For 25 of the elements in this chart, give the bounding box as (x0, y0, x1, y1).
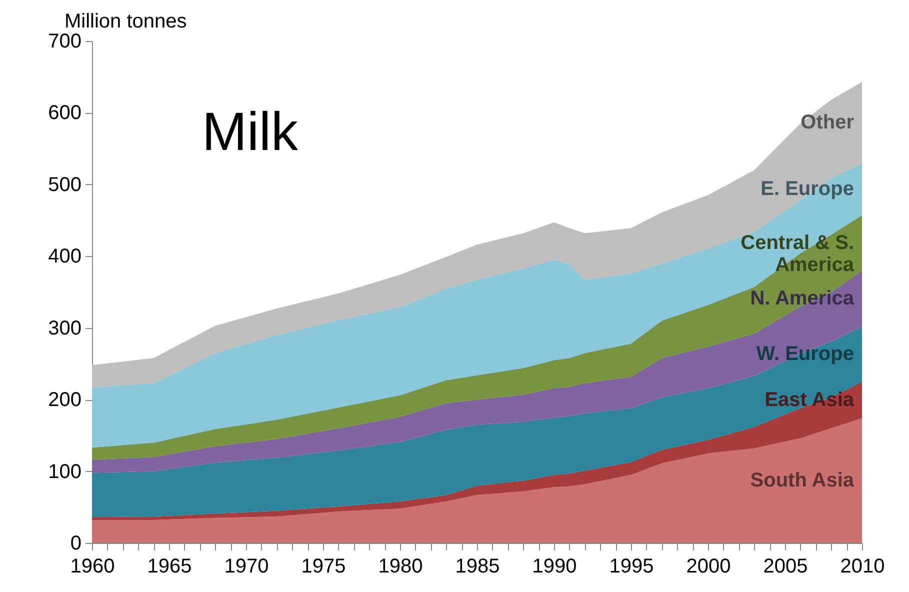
x-tick-label: 2005 (763, 556, 808, 578)
x-tick-label: 1980 (378, 556, 423, 578)
y-axis-title: Million tonnes (64, 10, 187, 32)
y-tick-label: 300 (48, 317, 82, 340)
x-tick-label: 1975 (301, 556, 346, 578)
y-tick-label: 0 (70, 532, 82, 554)
x-tick-label: 1960 (70, 556, 115, 578)
series-label: East Asia (764, 388, 855, 411)
y-tick-label: 600 (48, 102, 82, 124)
y-tick-label: 200 (48, 389, 82, 412)
x-tick-label: 1985 (455, 556, 500, 578)
text: Milk (202, 102, 299, 162)
x-tick-label: 1970 (224, 556, 269, 578)
series-label: E. Europe (760, 178, 854, 200)
y-tick-label: 400 (48, 246, 82, 268)
y-tick-label: 100 (48, 460, 82, 483)
x-tick-label: 1995 (609, 556, 654, 578)
series-label: Other (800, 111, 854, 134)
x-tick-label: 1990 (532, 556, 577, 578)
series-label: South Asia (750, 470, 855, 492)
y-tick-label: 500 (48, 174, 82, 196)
x-tick-label: 1965 (147, 556, 192, 578)
x-tick-label: 2000 (686, 556, 731, 578)
x-tick-label: 2010 (840, 556, 885, 578)
y-tick-label: 700 (48, 30, 82, 52)
